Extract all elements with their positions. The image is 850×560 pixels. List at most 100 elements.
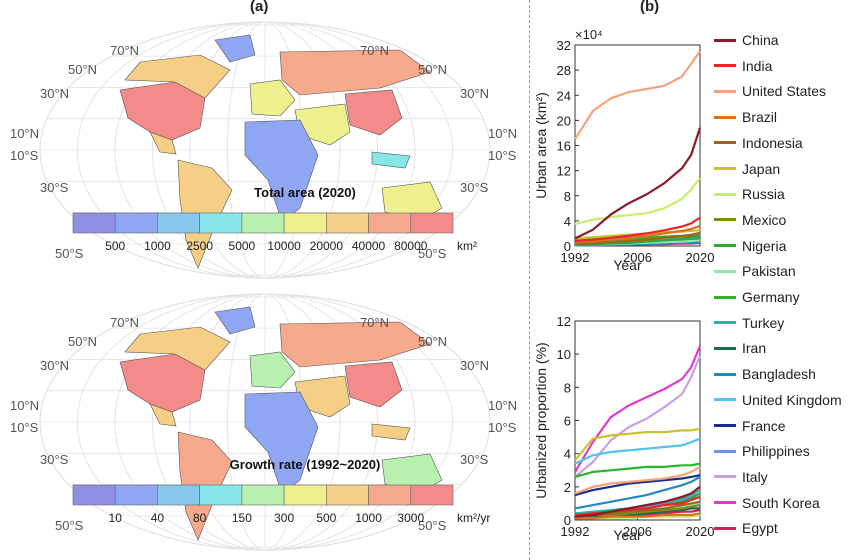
country-shape <box>344 361 403 408</box>
legend-item: Germany <box>714 287 800 307</box>
colorbar-tick: 1000 <box>355 511 382 525</box>
legend-label: Mexico <box>742 211 787 228</box>
legend-item: India <box>714 56 772 76</box>
map-1: 70°N 50°N 30°N 10°N 10°S 30°S 50°S 70°N 50°N 30°N… <box>10 21 517 279</box>
map-title: Total area (2020) <box>254 185 356 200</box>
meridian <box>152 294 378 550</box>
meridian <box>152 22 378 278</box>
series-line-iran <box>575 507 700 518</box>
land <box>119 306 443 541</box>
colorbar-tick: 2500 <box>186 239 213 253</box>
lat-label-right: 30°N <box>460 86 489 101</box>
legend-swatch <box>714 501 736 505</box>
colorbar-tick: 500 <box>105 239 125 253</box>
series-line-united-states <box>574 50 701 140</box>
colorbar-segment <box>368 484 412 506</box>
colorbar-segment <box>199 484 243 506</box>
legend-label: Egypt <box>742 520 778 537</box>
legend-item: Bangladesh <box>714 364 816 384</box>
legend-item: Iran <box>714 338 766 358</box>
colorbar-unit: km² <box>457 239 477 253</box>
colorbar-tick: 10000 <box>267 239 301 253</box>
colorbar-tick: 40000 <box>352 239 386 253</box>
y-tick-label: 4 <box>564 447 571 462</box>
legend-item: United Kingdom <box>714 390 842 410</box>
country-shape <box>371 151 411 169</box>
lat-label-left: 50°S <box>55 246 84 261</box>
legend-item: Nigeria <box>714 236 786 256</box>
colorbar-segment <box>241 212 285 234</box>
country-shape <box>214 306 256 335</box>
lat-label-left: 30°N <box>40 86 69 101</box>
colorbar-segment <box>410 212 454 234</box>
legend-label: Philippines <box>742 443 810 460</box>
country-shape <box>149 403 177 427</box>
y-tick-label: 28 <box>557 63 571 78</box>
y-tick-label: 4 <box>564 214 571 229</box>
legend-swatch <box>714 269 736 273</box>
legend-label: Indonesia <box>742 134 803 151</box>
y-tick-label: 32 <box>557 38 571 53</box>
lat-label-right: 10°N <box>488 126 517 141</box>
series-line-united-kingdom <box>574 437 701 465</box>
legend-label: Turkey <box>742 314 785 331</box>
legend-swatch <box>714 192 736 196</box>
lat-label-left: 10°S <box>10 420 39 435</box>
lat-label-right: 30°S <box>460 452 489 467</box>
panel-label-b: (b) <box>640 0 660 15</box>
lat-label-right: 70°N <box>360 43 389 58</box>
axis-multiplier: ×10⁴ <box>575 27 603 42</box>
legend-swatch <box>714 141 736 145</box>
chart-2: 0 2 4 6 8 10 12 1992 2006 2020 Year Urbanized propo… <box>533 314 714 543</box>
colorbar-tick: 1000 <box>144 239 171 253</box>
colorbar-tick: 150 <box>232 511 252 525</box>
legend-label: Russia <box>742 186 785 203</box>
meridian <box>114 22 416 278</box>
legend-swatch <box>714 244 736 248</box>
legend-label: Germany <box>742 289 800 305</box>
lat-label-left: 50°S <box>55 518 84 533</box>
legend-swatch <box>714 115 736 119</box>
y-tick-label: 12 <box>557 164 571 179</box>
meridian <box>189 22 341 278</box>
panel-divider <box>529 0 530 560</box>
legend-label: Iran <box>742 340 767 357</box>
legend-swatch <box>714 372 736 376</box>
legend-item: Pakistan <box>714 261 796 281</box>
lat-label-left: 10°N <box>10 398 39 413</box>
legend-item: Mexico <box>714 210 786 230</box>
colorbar-segment <box>199 212 243 234</box>
country-shape <box>279 321 431 368</box>
lat-label-left: 70°N <box>110 43 139 58</box>
y-tick-label: 12 <box>557 314 571 329</box>
series-line-south-korea <box>574 345 702 473</box>
legend-item: Indonesia <box>714 133 803 153</box>
lat-label-right: 50°S <box>418 518 447 533</box>
x-tick-label: 2020 <box>686 250 715 265</box>
legend-item: France <box>714 416 786 436</box>
legend-item: China <box>714 30 779 50</box>
y-tick-label: 0 <box>564 513 571 528</box>
lat-label-left: 10°N <box>10 126 39 141</box>
colorbar-segment <box>157 212 200 234</box>
legend-label: Pakistan <box>742 263 796 280</box>
colorbar-segment <box>326 484 369 506</box>
colorbar-segment <box>72 212 116 234</box>
legend-swatch <box>714 475 736 479</box>
legend-label: United States <box>742 83 827 100</box>
x-tick-label: 1992 <box>561 524 590 539</box>
chart-1: 0 4 8 12 16 20 24 28 32 1992 2006 2020 Year Urban are… <box>533 27 714 273</box>
legend-swatch <box>714 167 736 170</box>
colorbar-tick: 80000 <box>394 239 428 253</box>
legend-swatch <box>714 295 736 299</box>
map-2: 70°N 50°N 30°N 10°N 10°S 30°S 50°S 70°N 50°N 30°N… <box>10 293 517 551</box>
series-line-italy <box>574 355 702 478</box>
map-title: Growth rate (1992~2020) <box>230 457 381 472</box>
legend-item: Egypt <box>714 518 778 538</box>
lat-label-right: 50°N <box>418 334 447 349</box>
series-line-china <box>574 127 702 240</box>
country-shape <box>279 49 431 96</box>
lat-label-left: 30°N <box>40 358 69 373</box>
lat-label-right: 70°N <box>360 315 389 330</box>
